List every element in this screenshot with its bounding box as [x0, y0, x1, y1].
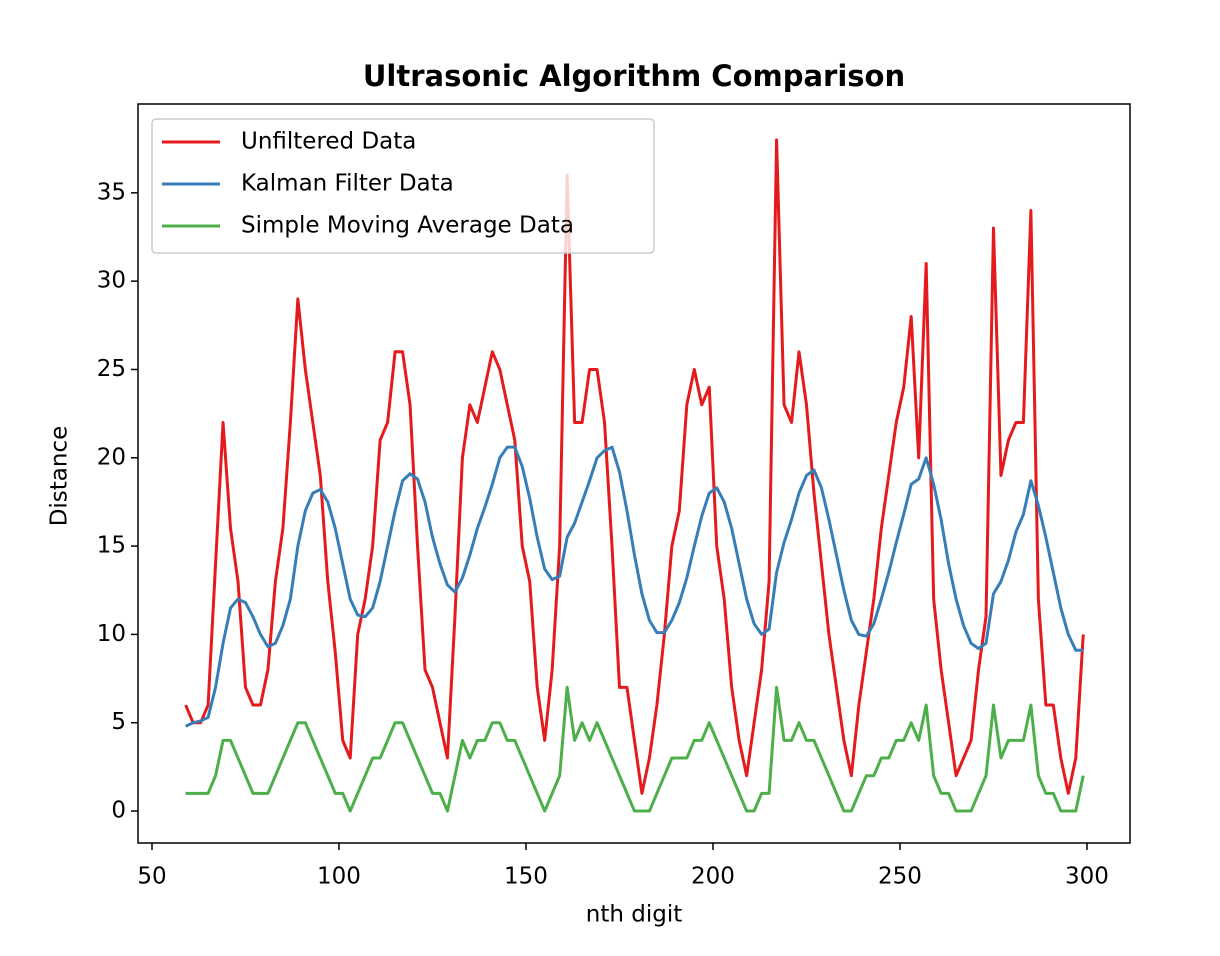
y-axis-label: Distance [47, 426, 73, 527]
y-tick-label: 35 [97, 179, 126, 205]
chart-title: Ultrasonic Algorithm Comparison [363, 59, 905, 93]
y-tick-label: 15 [97, 533, 126, 559]
y-tick-label: 5 [111, 709, 126, 735]
data-line [184, 138, 1085, 795]
x-tick-label: 50 [137, 864, 166, 890]
y-tick-label: 30 [97, 268, 126, 294]
legend-label: Unfiltered Data [241, 129, 416, 155]
x-tick-label: 200 [691, 864, 735, 890]
y-tick-label: 10 [97, 621, 126, 647]
x-tick-label: 250 [878, 864, 922, 890]
x-tick-label: 150 [504, 864, 548, 890]
x-axis-label: nth digit [586, 902, 682, 928]
legend-box [151, 118, 655, 254]
data-line [185, 685, 1085, 813]
y-tick-label: 0 [111, 798, 126, 824]
x-tick-label: 100 [317, 864, 361, 890]
data-line [185, 445, 1084, 728]
x-tick-label: 300 [1065, 864, 1109, 890]
y-tick-label: 20 [97, 444, 126, 470]
plot-frame [137, 103, 1131, 844]
y-tick-label: 25 [97, 356, 126, 382]
legend-label: Kalman Filter Data [241, 171, 454, 197]
legend-label: Simple Moving Average Data [241, 213, 574, 239]
